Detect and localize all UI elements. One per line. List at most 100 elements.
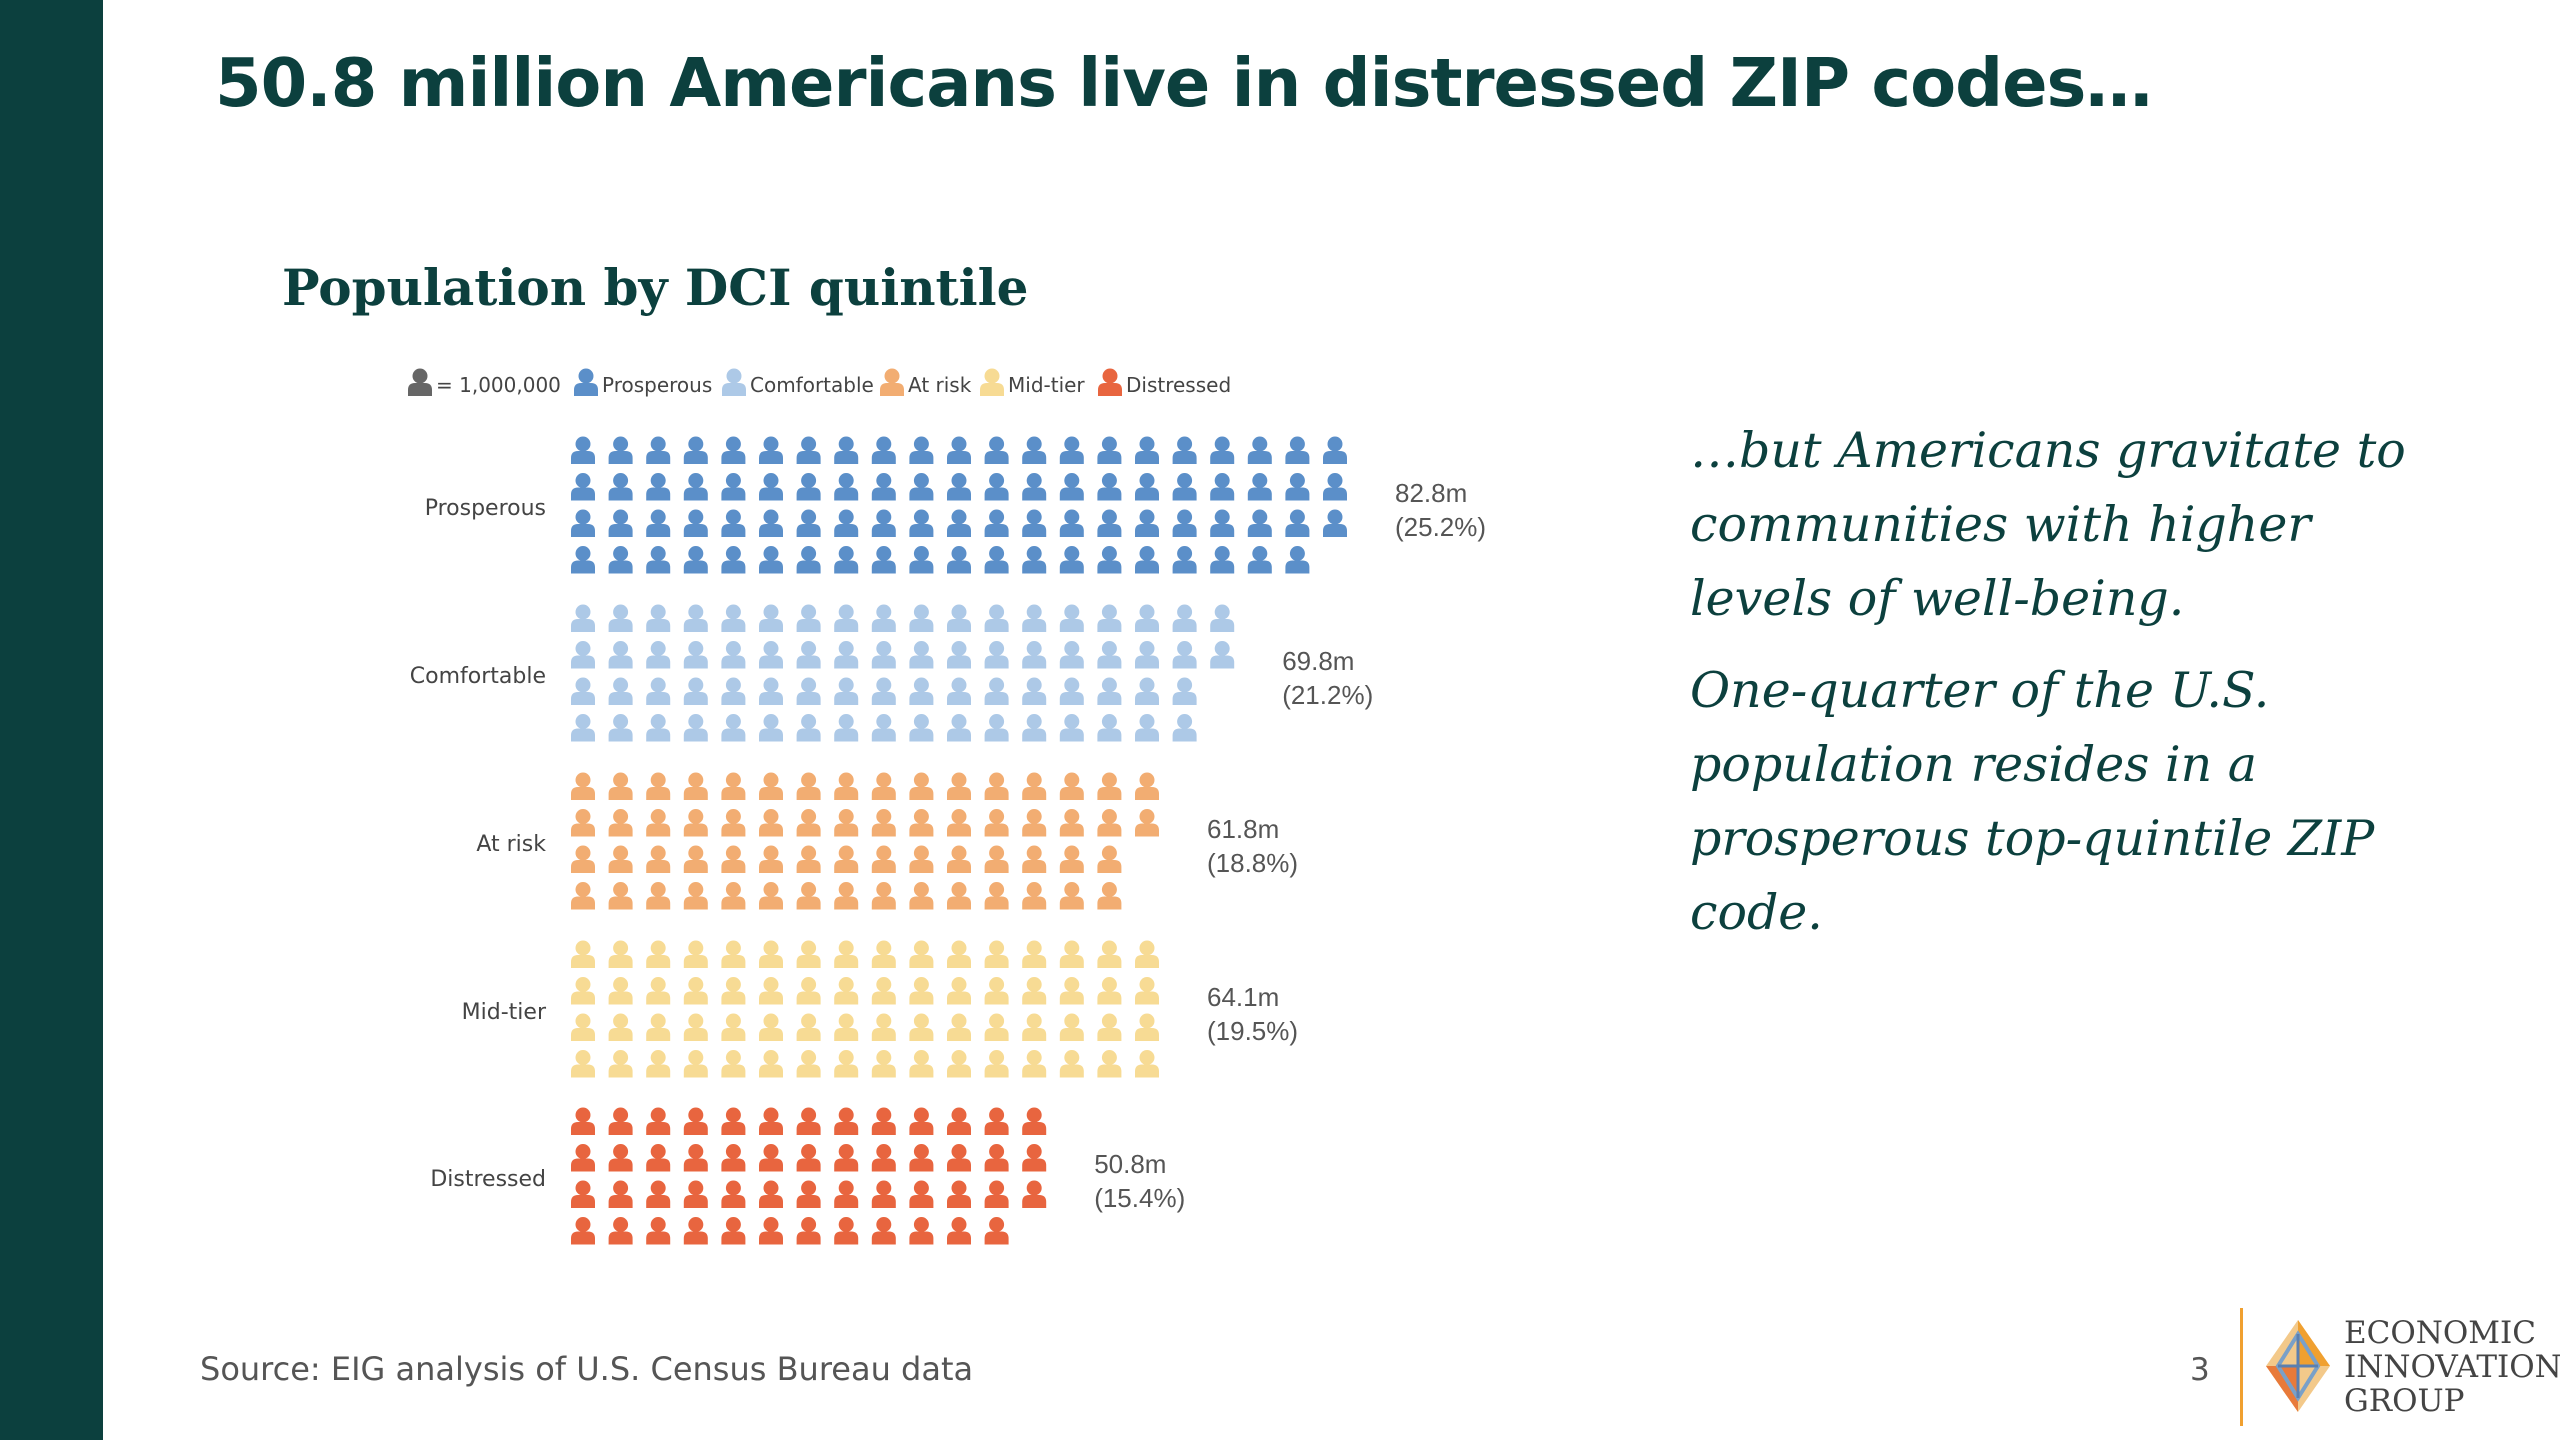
- person-icon-prosperous: [683, 436, 708, 464]
- person-icon-comfortable: [947, 677, 971, 705]
- person-icon-prosperous: [683, 546, 708, 574]
- person-icon-distressed: [646, 1144, 671, 1172]
- person-icon-comfortable: [1172, 714, 1197, 742]
- person-icon-prosperous: [796, 546, 821, 574]
- person-icon-prosperous: [1135, 473, 1159, 501]
- person-icon-comfortable: [1172, 604, 1197, 632]
- legend-entry-mid-tier: Mid-tier: [980, 368, 1085, 397]
- person-icon-at-risk: [909, 772, 934, 800]
- value-label-mid-tier: 64.1m: [1207, 982, 1279, 1012]
- person-icon-comfortable: [608, 714, 633, 742]
- person-icon-at-risk: [1135, 809, 1159, 837]
- person-icon-comfortable: [1097, 677, 1122, 705]
- person-icon-at-risk: [646, 845, 671, 873]
- person-icon-prosperous: [608, 509, 633, 537]
- person-icon-at-risk: [871, 772, 896, 800]
- legend-unit-label: = 1,000,000: [436, 373, 561, 397]
- person-icon-comfortable: [909, 677, 934, 705]
- person-icon-at-risk: [571, 882, 595, 910]
- logo-text-line-2: INNOVATION: [2344, 1349, 2560, 1385]
- person-icon-prosperous: [834, 509, 859, 537]
- person-icon-mid-tier: [759, 1050, 783, 1078]
- person-icon-comfortable: [1097, 641, 1122, 669]
- person-icon-comfortable: [871, 604, 896, 632]
- person-icon-comfortable: [1022, 677, 1047, 705]
- person-icon-at-risk: [1059, 882, 1084, 910]
- person-icon-mid-tier: [947, 977, 971, 1005]
- person-icon-comfortable: [759, 604, 783, 632]
- person-icon-comfortable: [646, 641, 671, 669]
- person-icon-mid-tier: [947, 940, 971, 968]
- person-icon-prosperous: [834, 436, 859, 464]
- person-icon-distressed: [759, 1217, 783, 1245]
- person-icon-comfortable: [1135, 677, 1159, 705]
- person-icon-at-risk: [759, 809, 783, 837]
- pictograph-row-at-risk: At risk 61.8m (18.8%): [476, 772, 1298, 910]
- person-icon-at-risk: [984, 809, 1009, 837]
- person-icon-prosperous: [646, 436, 671, 464]
- person-icon-prosperous: [1172, 509, 1197, 537]
- person-icon-mid-tier: [871, 977, 896, 1005]
- person-icon-prosperous: [1135, 509, 1159, 537]
- legend-unit: = 1,000,000: [408, 368, 561, 397]
- row-label-distressed: Distressed: [430, 1167, 546, 1192]
- person-icon-distressed: [909, 1144, 934, 1172]
- person-icon-prosperous: [759, 509, 783, 537]
- person-icon-prosperous: [1097, 546, 1122, 574]
- person-icon-distressed: [571, 1180, 595, 1208]
- person-icon-distressed: [721, 1180, 746, 1208]
- person-icon-mid-tier: [834, 977, 859, 1005]
- commentary-paragraph-1: …but Americans gravitate to communities …: [1690, 422, 2406, 627]
- person-icon-at-risk: [871, 809, 896, 837]
- person-icon-prosperous: [1059, 546, 1084, 574]
- person-icon-prosperous: [1285, 546, 1310, 574]
- person-icon-comfortable: [571, 641, 595, 669]
- person-icon-mid-tier: [646, 940, 671, 968]
- person-icon-mid-tier: [834, 1050, 859, 1078]
- person-icon-at-risk: [608, 809, 633, 837]
- person-icon-prosperous: [1022, 509, 1047, 537]
- person-icon-comfortable: [683, 641, 708, 669]
- percent-label-prosperous: (25.2%): [1395, 512, 1486, 542]
- person-icon-at-risk: [1022, 845, 1047, 873]
- person-icon-prosperous: [721, 509, 746, 537]
- person-icon-prosperous: [571, 473, 595, 501]
- value-label-prosperous: 82.8m: [1395, 478, 1467, 508]
- person-icon-comfortable: [796, 714, 821, 742]
- person-icon-comfortable: [721, 604, 746, 632]
- person-icon-at-risk: [759, 772, 783, 800]
- person-icon-at-risk: [1097, 882, 1122, 910]
- person-icon-mid-tier: [909, 1050, 934, 1078]
- person-icon-mid-tier: [796, 977, 821, 1005]
- person-icon-mid-tier: [796, 1050, 821, 1078]
- person-icon-comfortable: [834, 714, 859, 742]
- person-icon-at-risk: [796, 882, 821, 910]
- person-icon-distressed: [646, 1180, 671, 1208]
- person-icon-comfortable: [646, 714, 671, 742]
- person-icon-comfortable: [646, 604, 671, 632]
- person-icon-comfortable: [1172, 677, 1197, 705]
- person-icon-distressed: [909, 1107, 934, 1135]
- slide-title: 50.8 million Americans live in distresse…: [215, 44, 2152, 122]
- person-icon-mid-tier: [909, 940, 934, 968]
- side-bar: [0, 0, 103, 1440]
- person-icon-prosperous: [1172, 546, 1197, 574]
- person-icon-mid-tier: [759, 940, 783, 968]
- person-icon-comfortable: [759, 714, 783, 742]
- person-icon-comfortable: [947, 641, 971, 669]
- person-icon-at-risk: [646, 809, 671, 837]
- person-icon-at-risk: [608, 772, 633, 800]
- person-icon-at-risk: [759, 845, 783, 873]
- person-icon-mid-tier: [984, 977, 1009, 1005]
- person-icon-mid-tier: [984, 1050, 1009, 1078]
- person-icon-comfortable: [984, 677, 1009, 705]
- person-icon-prosperous: [871, 546, 896, 574]
- person-icon-at-risk: [871, 882, 896, 910]
- person-icon-at-risk: [571, 772, 595, 800]
- person-icon-prosperous: [608, 546, 633, 574]
- person-icon-at-risk: [1097, 809, 1122, 837]
- person-icon-mid-tier: [1022, 1013, 1047, 1041]
- legend-label-distressed: Distressed: [1126, 373, 1231, 397]
- person-icon-comfortable: [1135, 604, 1159, 632]
- person-icon-mid-tier: [796, 940, 821, 968]
